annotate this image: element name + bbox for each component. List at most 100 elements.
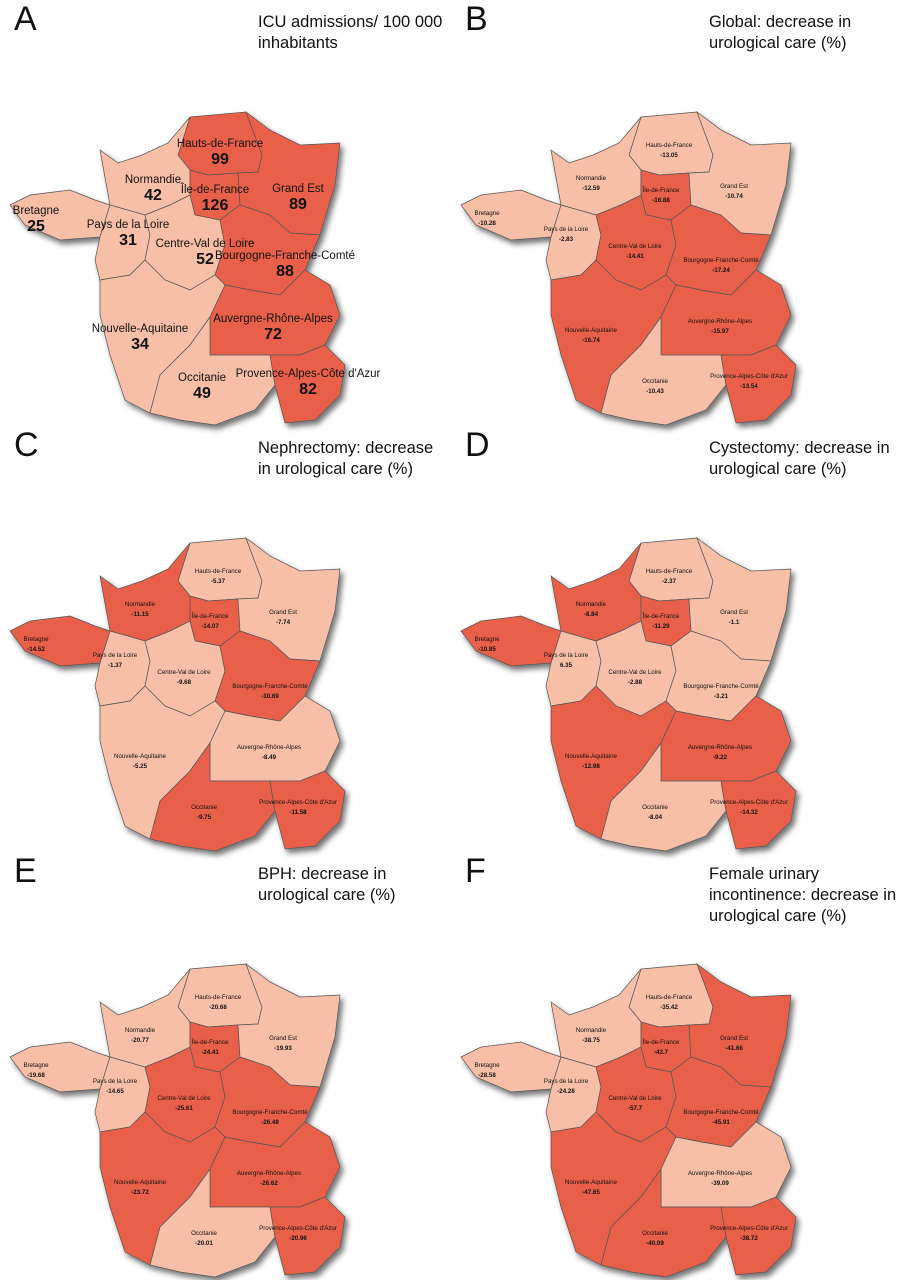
region-value-cvl: -25.61 [175,1105,193,1112]
panel-title: Cystectomy: decrease in urological care … [709,439,890,478]
region-name-nor: Normandie [576,175,607,182]
region-name-pdl: Pays de la Loire [87,219,169,231]
map-panel-a: A ICU admissions/ 100 000 inhabitants Haut… [0,0,451,426]
region-value-cvl: -2.88 [628,679,643,686]
region-value-pdl: 31 [119,232,137,249]
region-value-bre: 25 [27,218,45,235]
region-name-ara: Auvergne-Rhône-Alpes [237,744,301,751]
region-name-hdf: Hauts-de-France [195,994,242,1001]
region-value-bfc: -10.69 [261,693,279,700]
panel-letter: B [465,0,488,38]
map-panel-d: D Cystectomy: decrease in urological care… [451,426,902,852]
region-name-bre: Bretagne [23,636,49,643]
region-value-idf: -16.88 [652,197,670,204]
region-name-nor: Normandie [125,601,156,608]
region-name-paca: Provence-Alpes-Côte d'Azur [259,799,337,806]
region-value-cvl: -9.68 [177,679,192,686]
region-value-ara: -15.97 [711,328,729,335]
region-nor [550,542,642,642]
region-name-nor: Normandie [125,1027,156,1034]
panel-letter: A [14,0,37,38]
map-panel-b: B Global: decrease in urological care (%)… [451,0,902,426]
region-value-na: -23.72 [131,1189,149,1196]
region-value-bre: -14.52 [27,646,45,653]
region-name-idf: Île-de-France [642,1039,680,1046]
region-name-bfc: Bourgogne-Franche-Comté [232,1109,308,1116]
region-value-na: -12.98 [582,763,600,770]
region-name-pdl: Pays de la Loire [93,1078,138,1085]
france-region-map: Hauts-de-France -35.42 Normandie -38.75 Île-… [460,963,797,1278]
region-value-bfc: -45.91 [712,1119,730,1126]
region-name-bre: Bretagne [474,210,500,217]
region-nor [99,968,191,1068]
region-paca [269,344,346,424]
region-name-paca: Provence-Alpes-Côte d'Azur [710,1225,788,1232]
region-value-pdl: -24.28 [557,1088,575,1095]
region-value-occ: -8.04 [648,814,663,821]
region-value-paca: -20.96 [289,1235,307,1242]
region-value-idf: -43.7 [654,1049,669,1056]
region-nor [550,116,642,216]
panel-title: ICU admissions/ 100 000 inhabitants [258,13,443,52]
region-name-na: Nouvelle-Aquitaine [92,323,189,335]
region-paca [269,770,346,850]
region-name-cvl: Centre-Val de Loire [608,243,662,250]
panel-title: Nephrectomy: decrease in urological care… [258,439,434,478]
region-value-cvl: -14.41 [626,253,644,260]
france-region-map: Hauts-de-France -13.05 Normandie -12.59 Île-… [460,111,797,426]
region-name-nor: Normandie [576,601,607,608]
region-name-na: Nouvelle-Aquitaine [565,753,617,760]
region-value-idf: -24.41 [201,1049,219,1056]
region-paca [269,1196,346,1276]
panel-letter: C [14,426,39,464]
region-name-ge: Grand Est [269,1035,297,1042]
region-name-ge: Grand Est [269,609,297,616]
region-name-bfc: Bourgogne-Franche-Comté [232,683,308,690]
region-value-idf: 126 [202,197,229,214]
region-value-ara: -9.22 [713,754,728,761]
region-value-hdf: -2.37 [662,578,677,585]
region-value-ge: 89 [289,196,307,213]
region-name-ara: Auvergne-Rhône-Alpes [688,318,752,325]
region-value-ara: 72 [264,326,282,343]
region-name-cvl: Centre-Val de Loire [608,1095,662,1102]
region-name-paca: Provence-Alpes-Côte d'Azur [236,368,381,380]
region-name-ara: Auvergne-Rhône-Alpes [237,1170,301,1177]
region-name-ge: Grand Est [720,609,748,616]
region-name-pdl: Pays de la Loire [93,652,138,659]
region-name-idf: Île-de-France [191,1039,229,1046]
region-nor [99,542,191,642]
region-value-ge: -19.93 [274,1045,292,1052]
region-value-ge: -41.66 [725,1045,743,1052]
region-name-na: Nouvelle-Aquitaine [114,1179,166,1186]
region-value-nor: -38.75 [582,1037,600,1044]
region-paca [720,770,797,850]
region-name-hdf: Hauts-de-France [646,994,693,1001]
region-value-pdl: 6.35 [560,662,573,669]
region-name-cvl: Centre-Val de Loire [156,238,255,250]
region-name-ara: Auvergne-Rhône-Alpes [688,744,752,751]
region-value-ara: -8.49 [262,754,277,761]
region-name-bfc: Bourgogne-Franche-Comté [683,1109,759,1116]
region-paca [720,1196,797,1276]
region-value-occ: -20.01 [195,1240,213,1247]
region-value-paca: -14.32 [740,809,758,816]
region-value-na: -5.25 [133,763,148,770]
region-name-occ: Occitanie [642,804,668,811]
france-region-map: Hauts-de-France -5.37 Normandie -11.15 Île-d… [9,537,346,852]
region-name-bre: Bretagne [13,205,60,217]
region-name-bfc: Bourgogne-Franche-Comté [683,683,759,690]
region-name-cvl: Centre-Val de Loire [157,669,211,676]
region-name-occ: Occitanie [191,1230,217,1237]
region-value-pdl: -2.83 [559,236,574,243]
region-name-hdf: Hauts-de-France [177,138,263,150]
panel-title: Global: decrease in urological care (%) [709,13,852,52]
panel-title: Female urinary incontinence: decrease in… [709,865,897,925]
region-name-bfc: Bourgogne-Franche-Comté [215,250,355,262]
region-value-ge: -10.74 [725,193,743,200]
region-name-idf: Île-de-France [642,187,680,194]
region-value-pdl: -14.65 [106,1088,124,1095]
region-value-occ: 49 [193,385,211,402]
region-name-ara: Auvergne-Rhône-Alpes [213,313,333,325]
